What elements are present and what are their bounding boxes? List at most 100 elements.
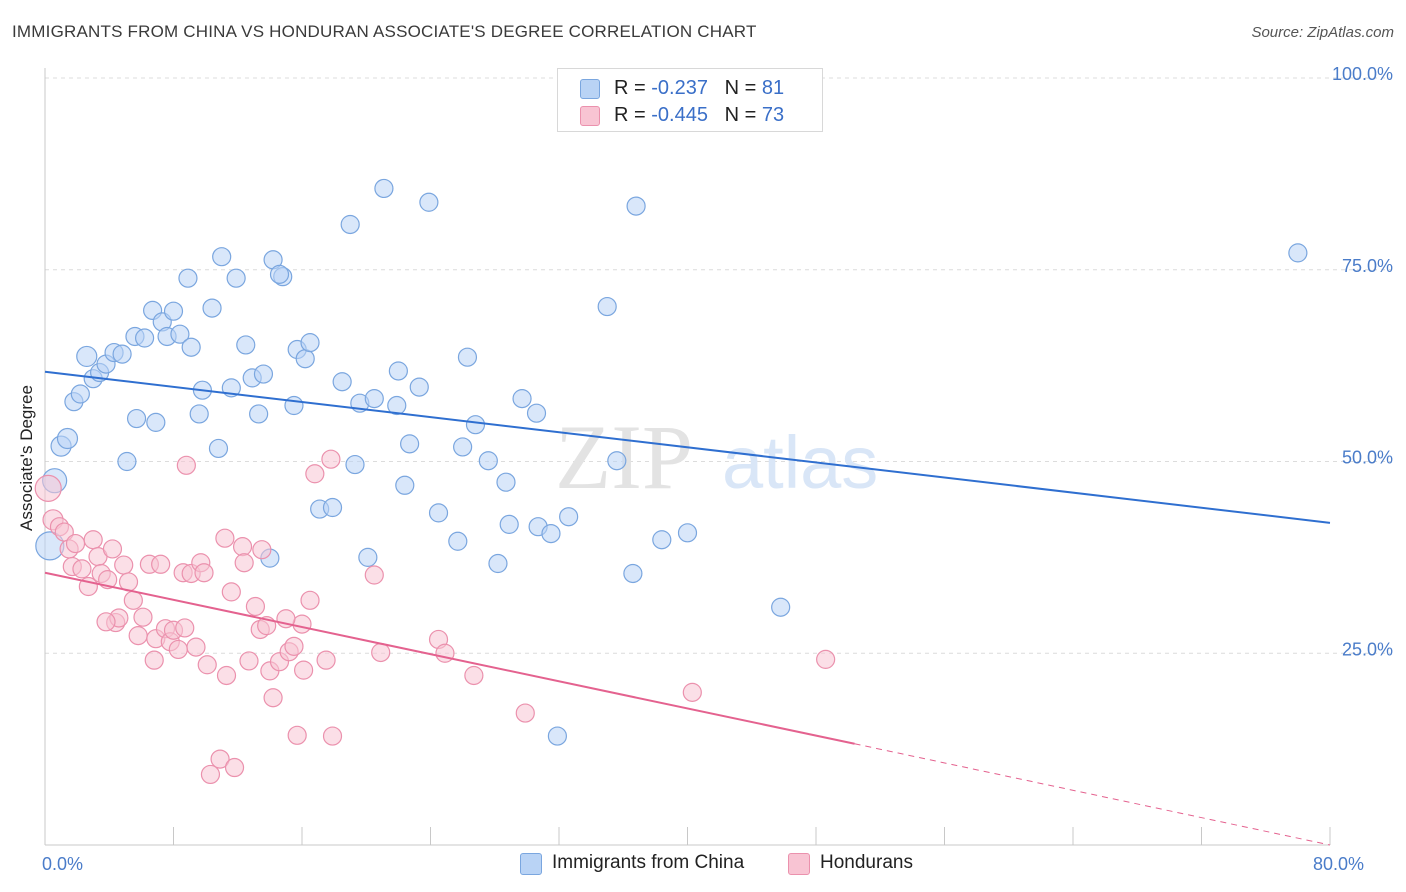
legend-swatch-china [580,79,600,99]
honduran-point [175,618,195,638]
honduran-trend-line [44,571,855,745]
watermark-atlas: atlas [722,421,878,504]
legend-r-label: R = [614,77,646,99]
honduran-point [200,764,221,785]
honduran-point [464,665,484,686]
honduran-point [234,553,254,573]
china-point [249,404,269,424]
china-point [512,389,532,409]
honduran-point [284,636,304,656]
china-point [202,298,222,318]
honduran-point [682,682,702,702]
legend-r-china: -0.237 [651,77,708,99]
honduran-point [197,655,217,675]
source-label: Source: ZipAtlas.com [1251,24,1394,41]
china-point [400,434,420,454]
y-axis-title: Associate's Degree [17,385,36,531]
china-point [340,214,360,235]
honduran-point [316,650,336,670]
honduran-point [114,555,134,575]
china-point [189,404,209,424]
china-point [541,523,561,544]
china-point [387,395,407,416]
honduran-point [371,642,391,663]
honduran-point [210,749,230,769]
legend: R = -0.237 N = 81 R = -0.445 N = 73 [557,68,823,132]
legend-swatch-honduran [580,106,600,126]
china-point [607,451,627,471]
honduran-point [34,474,62,502]
china-point [126,408,147,429]
china-point [652,530,672,550]
china-point [358,547,378,567]
bottom-swatch-honduran [788,853,810,875]
china-point [559,507,579,527]
honduran-point [816,649,836,669]
china-point [677,523,698,543]
honduran-point [96,612,116,632]
axes [44,68,1331,846]
honduran-point [224,757,245,778]
y-tick-label: 75.0% [1342,256,1393,276]
china-point [300,333,320,353]
honduran-point [72,559,92,579]
y-tick-label: 25.0% [1342,639,1393,659]
china-point [478,451,498,471]
china-point [226,268,246,288]
china-point [597,296,617,317]
china-point [208,438,229,459]
honduran-point [221,582,241,602]
honduran-point [215,528,235,548]
honduran-point [151,554,171,574]
honduran-point [176,455,196,475]
honduran-point [216,665,237,686]
bottom-label-honduran: Hondurans [820,852,913,873]
honduran-point [305,464,325,484]
honduran-point [287,725,307,745]
china-point [395,475,415,495]
honduran-point [144,650,164,670]
china-point [269,264,290,284]
china-point [419,192,439,212]
china-point [374,178,394,199]
china-point [448,531,468,551]
china-point [496,472,516,492]
china-point [134,328,155,348]
honduran-point [300,590,320,610]
honduran-point [186,637,206,657]
china-point [112,344,132,364]
honduran-point [322,726,343,746]
x-tick-max: 80.0% [1313,854,1364,874]
honduran-point [123,590,143,610]
honduran-point [263,688,283,708]
china-point [170,324,190,344]
china-point [488,553,508,574]
china-point [181,337,201,357]
honduran-point [292,614,312,634]
china-point [295,349,315,369]
legend-r-label: R = [614,104,646,126]
chart-title: IMMIGRANTS FROM CHINA VS HONDURAN ASSOCI… [12,22,757,41]
honduran-point [252,540,272,560]
china-point [771,597,791,617]
china-point [117,451,137,472]
china-point [253,364,274,384]
honduran-point [515,703,535,723]
series-honduran-points [34,449,836,785]
china-point [623,563,643,584]
china-point [332,372,352,392]
y-tick-label: 50.0% [1342,448,1393,468]
bottom-label-china: Immigrants from China [552,852,745,873]
honduran-point [83,530,103,550]
trend-lines [44,370,1331,846]
y-tick-label: 100.0% [1332,64,1393,84]
china-point [178,268,198,288]
honduran-point [102,539,123,559]
china-point [236,335,256,355]
china-point [70,384,90,404]
china-point [465,415,486,435]
china-point [428,503,449,523]
china-point [76,345,98,368]
honduran-point [294,660,314,680]
